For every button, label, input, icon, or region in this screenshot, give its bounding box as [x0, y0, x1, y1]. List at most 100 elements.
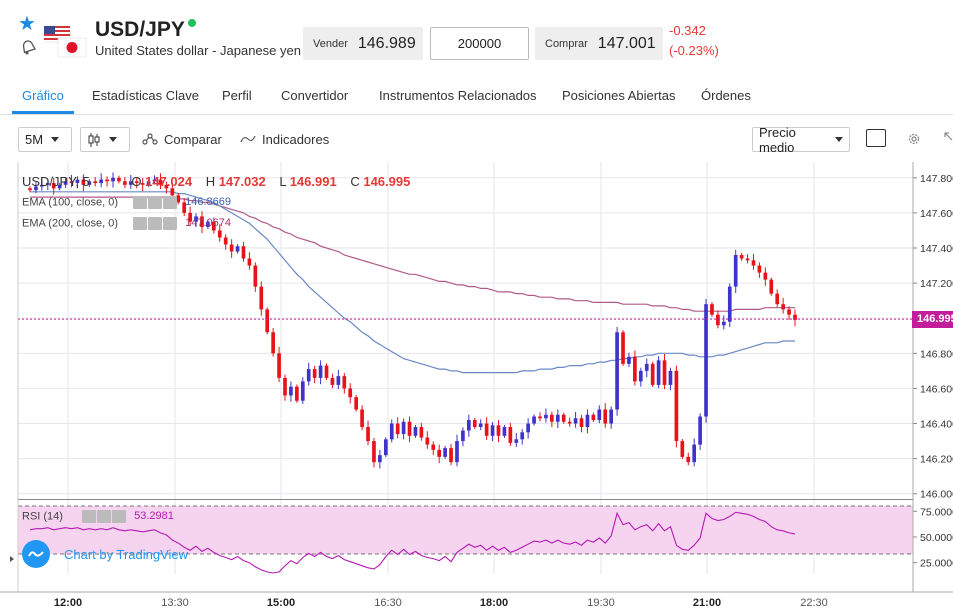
tab-profile[interactable]: Perfil	[222, 88, 252, 103]
tradingview-badge[interactable]: Chart by TradingView	[22, 536, 188, 572]
candle-body	[277, 353, 281, 378]
candle	[75, 176, 80, 189]
tab-chart[interactable]: Gráfico	[22, 88, 64, 103]
candle-body	[235, 246, 240, 252]
pair-description: United States dollar - Japanese yen	[95, 43, 301, 58]
candle	[787, 306, 791, 320]
buy-button[interactable]: Comprar 147.001	[535, 27, 663, 60]
candle	[51, 177, 56, 195]
open-label: O	[131, 174, 142, 189]
fullscreen-icon[interactable]	[944, 132, 953, 146]
candle-body	[241, 246, 246, 259]
open-value: 147.024	[145, 174, 193, 189]
candle-body	[378, 455, 382, 463]
candle	[117, 175, 121, 184]
candle	[472, 417, 477, 430]
candle-body	[211, 221, 216, 231]
candle	[431, 441, 436, 456]
candle-body	[312, 369, 317, 378]
gear-icon[interactable]	[906, 131, 922, 147]
rsi-label: RSI (14)	[22, 510, 63, 523]
chart-style-dropdown[interactable]	[80, 127, 130, 152]
candle	[360, 405, 364, 431]
tab-open-positions[interactable]: Posiciones Abiertas	[562, 88, 676, 103]
tradingview-logo-icon	[22, 540, 50, 568]
candle	[45, 179, 50, 191]
candle-body	[176, 195, 181, 203]
chevron-down-icon	[109, 137, 117, 142]
favorite-star-icon[interactable]: ★	[18, 13, 36, 35]
price-chart[interactable]: 147.800 147.600 147.400 147.200 146.800 146.6…	[0, 162, 953, 616]
ema200-controls[interactable]	[133, 217, 178, 230]
tab-related-instruments[interactable]: Instrumentos Relacionados	[379, 88, 537, 103]
candle	[152, 175, 157, 185]
toggle-checkbox[interactable]	[866, 129, 886, 147]
candle-body	[437, 449, 442, 457]
rsi-tick-label: 50.0000	[920, 532, 953, 544]
candle-body	[128, 181, 133, 185]
sell-button[interactable]: Vender 146.989	[303, 27, 423, 60]
candle-body	[123, 181, 127, 185]
compare-icon[interactable]	[141, 132, 159, 146]
candle-body	[591, 414, 596, 421]
candle-body	[111, 177, 115, 182]
candle	[555, 409, 560, 429]
bell-icon[interactable]	[19, 38, 37, 56]
price-change: -0.342	[669, 23, 706, 38]
time-tick-label: 19:30	[587, 597, 615, 609]
candle-body	[99, 179, 104, 184]
tab-orders[interactable]: Órdenes	[701, 88, 751, 103]
compare-button[interactable]: Comparar	[164, 132, 222, 147]
candle	[461, 427, 465, 447]
candle-body	[787, 309, 791, 315]
candle	[265, 307, 270, 335]
indicators-button[interactable]: Indicadores	[262, 132, 330, 147]
candle	[674, 365, 679, 448]
candle	[419, 422, 424, 441]
ema100-controls[interactable]	[133, 196, 178, 209]
candle-body	[75, 179, 80, 184]
tab-key-stats[interactable]: Estadísticas Clave	[92, 88, 199, 103]
candle-body	[283, 377, 287, 396]
candle-body	[194, 216, 198, 222]
candle	[223, 234, 228, 250]
candle	[579, 415, 584, 433]
candle	[609, 406, 614, 429]
amount-input[interactable]: 200000	[430, 27, 529, 60]
candle	[271, 328, 275, 357]
candle	[40, 178, 44, 191]
candle-body	[271, 332, 275, 354]
ema100-legend: EMA (100, close, 0) 146.8669	[22, 196, 231, 209]
candle	[134, 178, 139, 189]
candle-body	[692, 444, 697, 463]
candle	[727, 283, 732, 327]
chevron-down-icon	[835, 137, 843, 142]
candle	[704, 298, 708, 423]
candle	[146, 179, 151, 187]
chart-toolbar: 5M Comparar Indicadores Precio medio	[0, 115, 953, 161]
rsi-axis: 75.0000 50.0000 25.0000	[913, 506, 953, 570]
candle	[443, 445, 447, 459]
candle-body	[603, 409, 608, 424]
candle	[490, 422, 495, 442]
buy-price: 147.001	[597, 34, 656, 52]
indicators-icon[interactable]	[240, 134, 256, 144]
candle-body	[638, 370, 643, 382]
price-mode-dropdown[interactable]: Precio medio	[752, 125, 850, 155]
candle-body	[544, 414, 548, 419]
interval-dropdown[interactable]: 5M	[18, 127, 72, 152]
rsi-controls[interactable]	[82, 510, 127, 523]
candle-body	[259, 286, 264, 310]
candle-body	[324, 365, 329, 378]
candle-body	[538, 416, 542, 419]
candle	[686, 452, 691, 466]
price-tick-label: 147.400	[920, 243, 953, 255]
candle	[775, 289, 780, 308]
chart-frame	[0, 162, 953, 616]
tab-converter[interactable]: Convertidor	[281, 88, 349, 103]
candle	[721, 315, 726, 330]
candle-body	[217, 230, 222, 238]
chart-area[interactable]: 147.800 147.600 147.400 147.200 146.800 146.6…	[0, 162, 953, 616]
candle-body	[431, 444, 436, 450]
candle-body	[28, 188, 32, 191]
